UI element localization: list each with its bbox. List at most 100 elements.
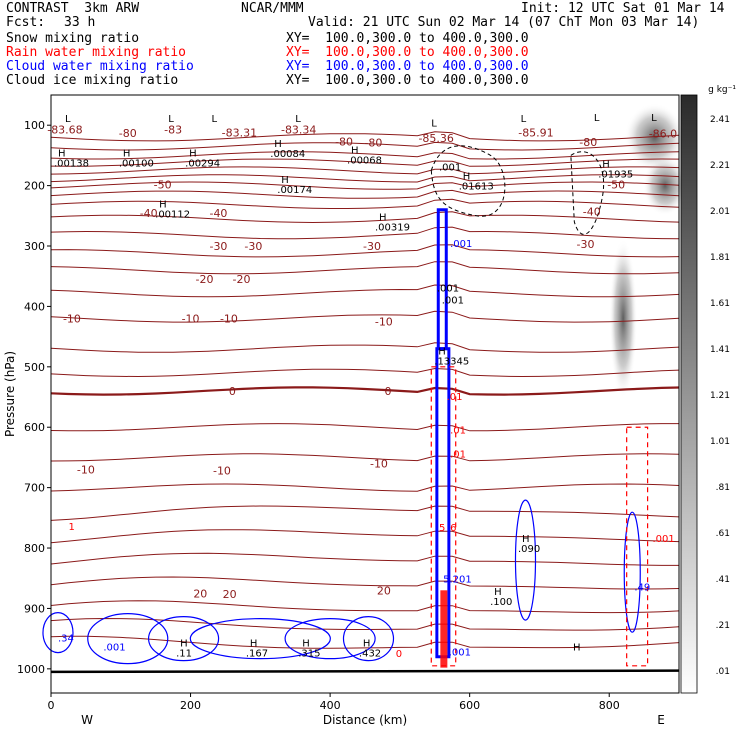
- cloud-water-column: [436, 208, 448, 351]
- temperature-label: -30: [244, 240, 262, 253]
- field-cloudwater-xy: XY= 100.0,300.0 to 400.0,300.0: [286, 59, 529, 74]
- ice-shading-middle: [643, 155, 688, 216]
- cloud-water-contour: [342, 616, 395, 662]
- extremum-letter: L: [431, 118, 437, 129]
- extremum-value: .00068: [347, 156, 382, 167]
- x-axis-title: Distance (km): [323, 713, 407, 727]
- temperature-label: -80: [579, 136, 597, 149]
- x-tick-label: 200: [180, 699, 201, 712]
- temperature-contour: [50, 151, 680, 160]
- ground-line: [50, 669, 680, 674]
- temperature-label: 20: [223, 588, 237, 601]
- extremum-letter: H: [274, 139, 282, 150]
- temperature-label: -40: [140, 207, 158, 220]
- field-snow-name: Snow mixing ratio: [6, 31, 140, 46]
- colorbar-label: 1.41: [710, 345, 730, 355]
- colorbar-unit: g kg⁻¹: [708, 85, 736, 95]
- contour-value-label: .001: [449, 648, 471, 659]
- colorbar-label: 2.21: [710, 161, 730, 171]
- extremum-letter: L: [594, 113, 600, 124]
- temperature-label: -10: [220, 312, 238, 325]
- x-tick-label: 600: [459, 699, 480, 712]
- temperature-label: -30: [209, 240, 227, 253]
- extremum-letter: H: [379, 213, 387, 224]
- temperature-label: 20: [193, 587, 207, 600]
- rain-contour: [626, 426, 649, 667]
- extremum-value: .315: [298, 648, 320, 659]
- contour-value-label: 5.201: [443, 574, 472, 585]
- field-rain-name: Rain water mixing ratio: [6, 45, 187, 60]
- cloud-water-contour: [623, 511, 641, 633]
- temperature-label: 0: [385, 385, 392, 398]
- contour-value-label: .34: [58, 634, 74, 645]
- temperature-label: -20: [196, 273, 214, 286]
- temperature-label: -10: [370, 457, 388, 470]
- extremum-letter: H: [494, 587, 502, 598]
- x-tick-label: 0: [48, 699, 55, 712]
- contour-value-label: 6: [450, 523, 456, 534]
- contour-value-label: .001: [450, 239, 472, 250]
- contour-value-label: .001: [652, 534, 674, 545]
- extremum-letter: L: [295, 114, 301, 125]
- temperature-label: -50: [154, 178, 172, 191]
- extremum-letter: H: [363, 638, 371, 649]
- field-rain-xy: XY= 100.0,300.0 to 400.0,300.0: [286, 45, 529, 60]
- snow-contour: [430, 145, 506, 217]
- temperature-contour: [50, 342, 680, 353]
- temperature-contour: [50, 226, 680, 240]
- temperature-label: -83.68: [47, 123, 82, 136]
- cloud-water-contour: [284, 618, 376, 660]
- temperature-contour: [50, 529, 680, 544]
- y-tick-label: 900: [24, 602, 45, 615]
- temperature-contour: [50, 174, 680, 183]
- contour-value-label: .001: [437, 283, 459, 294]
- colorbar-label: 1.21: [710, 391, 730, 401]
- temperature-contour: [50, 284, 680, 298]
- temperature-contour: [50, 453, 680, 462]
- temperature-contour: [50, 617, 680, 631]
- temperature-label: -20: [233, 273, 251, 286]
- contour-value-label: .001: [103, 643, 125, 654]
- temperature-contour: [50, 310, 680, 323]
- header-fcst-value: 33 h: [64, 15, 96, 30]
- extremum-value: .00294: [185, 159, 220, 170]
- temperature-label: -10: [63, 312, 81, 325]
- ice-shading-plume: [609, 238, 638, 399]
- extremum-letter: H: [302, 638, 310, 649]
- colorbar-label: .41: [716, 575, 730, 585]
- extremum-value: .00100: [119, 159, 154, 170]
- y-tick-label: 1000: [17, 663, 45, 676]
- temperature-contour: [50, 141, 680, 151]
- temperature-label: -50: [607, 178, 625, 191]
- cloud-water-contour: [514, 499, 537, 621]
- y-tick-label: 500: [24, 361, 45, 374]
- cloud-water-contour: [189, 618, 331, 660]
- temperature-contour: [50, 189, 680, 199]
- cloud-water-contour: [87, 613, 169, 665]
- contour-value-label: 0: [396, 649, 402, 660]
- contour-value-label: .001: [439, 163, 461, 174]
- header-model: CONTRAST 3km ARW: [6, 1, 140, 16]
- colorbar-label: 1.81: [710, 253, 730, 263]
- header-init: Init: 12 UTC Sat 01 Mar 14: [521, 1, 725, 16]
- colorbar-label: 2.41: [710, 115, 730, 125]
- rain-core: [440, 590, 448, 668]
- temperature-label: -40: [583, 206, 601, 219]
- extremum-letter: H: [438, 347, 446, 358]
- extremum-letter: H: [159, 199, 167, 210]
- field-cloudice-name: Cloud ice mixing ratio: [6, 73, 179, 88]
- snow-contour: [570, 151, 605, 235]
- extremum-value: .100: [490, 597, 512, 608]
- extremum-letter: H: [522, 534, 530, 545]
- extremum-value: .432: [359, 648, 381, 659]
- temperature-label: 20: [377, 584, 391, 597]
- temperature-label: -40: [209, 207, 227, 220]
- colorbar-label: .01: [716, 667, 730, 677]
- extremum-letter: L: [521, 114, 527, 125]
- colorbar: [680, 94, 698, 694]
- temperature-label: -30: [363, 240, 381, 253]
- contour-value-label: 5: [439, 523, 445, 534]
- extremum-value: .00112: [155, 209, 190, 220]
- y-axis-title: Pressure (hPa): [3, 351, 17, 437]
